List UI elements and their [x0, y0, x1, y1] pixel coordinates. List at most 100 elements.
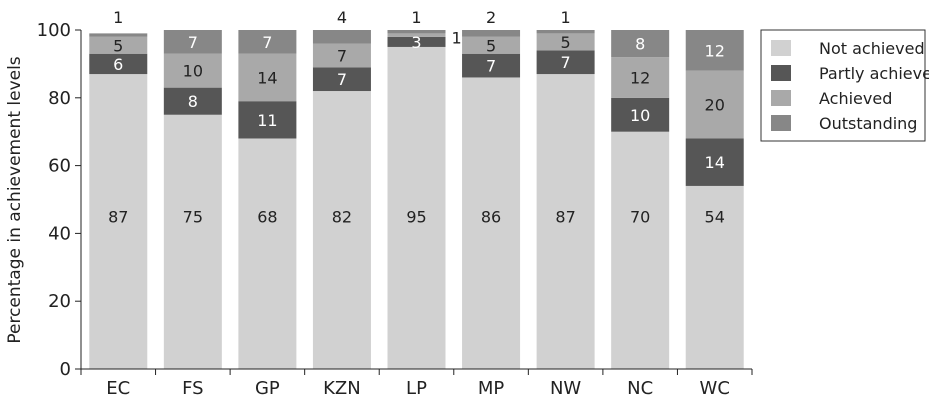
bar-segment — [462, 36, 521, 54]
bar-segment — [89, 74, 148, 369]
data-label: 14 — [257, 68, 277, 87]
bar-segment — [387, 33, 446, 37]
bar-segment — [462, 77, 521, 370]
data-label: 12 — [705, 41, 725, 60]
bar-segment — [536, 74, 595, 369]
bar-segment — [238, 30, 297, 54]
data-label: 1 — [452, 28, 462, 47]
data-label: 7 — [337, 70, 347, 89]
x-tick-label: NC — [627, 378, 653, 398]
data-label: 7 — [561, 53, 571, 72]
x-tick-label: WC — [700, 378, 730, 398]
x-tick-label: LP — [406, 378, 427, 398]
data-label: 12 — [630, 68, 650, 87]
bar-segment — [611, 57, 670, 98]
data-label: 8 — [188, 92, 198, 111]
bar-segment — [685, 185, 744, 369]
bar-segment — [163, 30, 222, 54]
data-label: 95 — [406, 207, 426, 226]
legend-swatch — [771, 115, 791, 131]
y-tick-label: 60 — [48, 156, 71, 177]
data-label: 10 — [630, 106, 650, 125]
data-label: 54 — [705, 207, 725, 226]
bar-segment — [312, 67, 371, 92]
bar-segment — [238, 101, 297, 139]
bar-segment — [238, 53, 297, 102]
bar-segment — [462, 53, 521, 78]
data-label: 87 — [108, 207, 128, 226]
y-tick-label: 0 — [60, 359, 71, 380]
y-tick-label: 100 — [37, 20, 71, 41]
bar-segment — [163, 53, 222, 88]
data-label: 5 — [113, 36, 123, 55]
legend-swatch — [771, 90, 791, 106]
data-label: 7 — [337, 46, 347, 65]
bar-segment — [387, 36, 446, 47]
data-label: 1 — [561, 8, 571, 27]
legend-label: Partly achieved — [819, 64, 929, 83]
bar-segment — [387, 46, 446, 369]
data-label: 75 — [183, 207, 203, 226]
bar-segment — [312, 91, 371, 370]
x-tick-label: MP — [478, 378, 505, 398]
axes: Percentage in achievement levels EC FS GP K… — [5, 20, 753, 398]
data-label: 70 — [630, 207, 650, 226]
data-label: 2 — [486, 8, 496, 27]
x-tick-label: NW — [550, 378, 581, 398]
data-label: 10 — [183, 62, 203, 81]
legend-swatch — [771, 65, 791, 81]
y-tick-label: 20 — [48, 291, 71, 312]
data-label: 1 — [113, 8, 123, 27]
bar-segment — [89, 33, 148, 37]
legend-swatch — [771, 40, 791, 56]
bar-segment — [387, 30, 446, 34]
legend-label: Not achieved — [819, 39, 925, 58]
bar-segment — [536, 30, 595, 34]
bar-segment — [163, 87, 222, 115]
data-label: 8 — [635, 35, 645, 54]
bar-segment — [685, 30, 744, 71]
bar-segment — [312, 30, 371, 44]
data-label: 5 — [486, 36, 496, 55]
bar-segment — [685, 138, 744, 186]
data-label: 82 — [332, 207, 352, 226]
data-label: 3 — [411, 33, 421, 52]
bar-segment — [536, 33, 595, 51]
data-label: 87 — [555, 207, 575, 226]
legend: Not achieved Partly achieved Achieved Outst… — [760, 29, 929, 142]
bar-segment — [611, 30, 670, 58]
x-tick-label: FS — [182, 378, 203, 398]
bar-segment — [163, 114, 222, 369]
y-axis-title: Percentage in achievement levels — [5, 56, 25, 343]
data-label: 86 — [481, 207, 501, 226]
x-tick-label: KZN — [323, 378, 361, 398]
bar-segment — [685, 70, 744, 139]
legend-label: Outstanding — [819, 114, 917, 133]
bar-segment — [238, 138, 297, 369]
data-label: 20 — [705, 96, 725, 115]
bar-segment — [611, 97, 670, 132]
data-label: 14 — [705, 153, 725, 172]
bar-segment — [462, 30, 521, 37]
y-tick-label: 80 — [48, 88, 71, 109]
y-tick-label: 40 — [48, 223, 71, 244]
bar-segment — [536, 50, 595, 75]
bar-segment — [89, 53, 148, 75]
data-label: 5 — [561, 33, 571, 52]
bar-segment — [611, 131, 670, 369]
data-label: 4 — [337, 8, 347, 27]
x-tick-label: GP — [255, 378, 280, 398]
data-label: 7 — [486, 57, 496, 76]
data-label: 68 — [257, 207, 277, 226]
bar-segment — [89, 36, 148, 54]
bar-segment — [312, 43, 371, 68]
data-label: 7 — [262, 33, 272, 52]
x-tick-label: EC — [106, 378, 130, 398]
data-label: 1 — [411, 8, 421, 27]
data-label: 11 — [257, 111, 277, 130]
data-label: 7 — [188, 33, 198, 52]
data-label: 6 — [113, 55, 123, 74]
legend-label: Achieved — [819, 89, 892, 108]
